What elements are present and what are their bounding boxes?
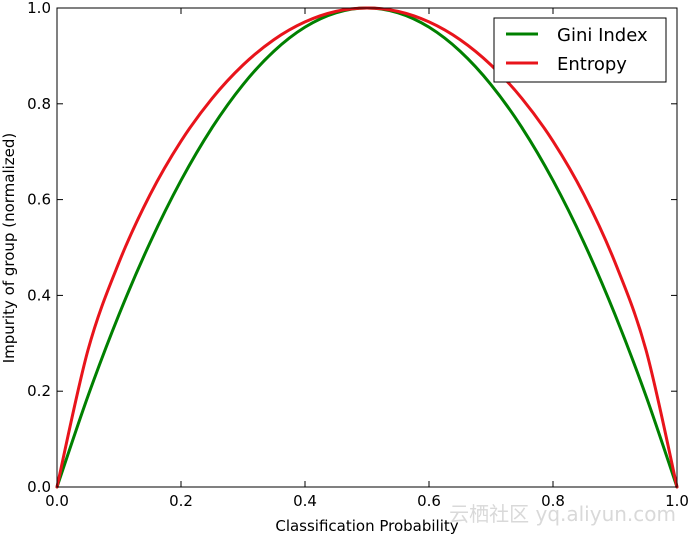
legend-box xyxy=(493,17,667,83)
y-tick-label: 0.0 xyxy=(27,478,51,496)
plot-frame xyxy=(56,7,678,488)
legend: Gini Index Entropy xyxy=(493,17,667,83)
y-tick-label: 1.0 xyxy=(27,0,51,17)
x-tick-label: 0.8 xyxy=(541,492,565,510)
y-axis-label: Impurity of group (normalized) xyxy=(0,133,18,364)
ticks-layer xyxy=(56,7,678,488)
watermark: 云栖社区 yq.aliyun.com xyxy=(449,502,676,526)
y-tick-label: 0.2 xyxy=(27,382,51,400)
x-tick-label: 0.2 xyxy=(169,492,193,510)
x-tick-label: 1.0 xyxy=(665,492,688,510)
x-tick-label: 0.6 xyxy=(417,492,441,510)
x-tick-labels: 0.0 0.2 0.4 0.6 0.8 1.0 xyxy=(45,492,688,510)
legend-label-gini: Gini Index xyxy=(557,25,648,46)
y-tick-label: 0.4 xyxy=(27,286,51,304)
legend-label-entropy: Entropy xyxy=(557,54,627,75)
x-tick-label: 0.0 xyxy=(45,492,69,510)
y-tick-labels: 0.0 0.2 0.4 0.6 0.8 1.0 xyxy=(27,0,51,496)
x-tick-label: 0.4 xyxy=(293,492,317,510)
x-axis-label: Classification Probability xyxy=(275,517,458,535)
y-tick-label: 0.8 xyxy=(27,95,51,113)
y-tick-label: 0.6 xyxy=(27,191,51,209)
